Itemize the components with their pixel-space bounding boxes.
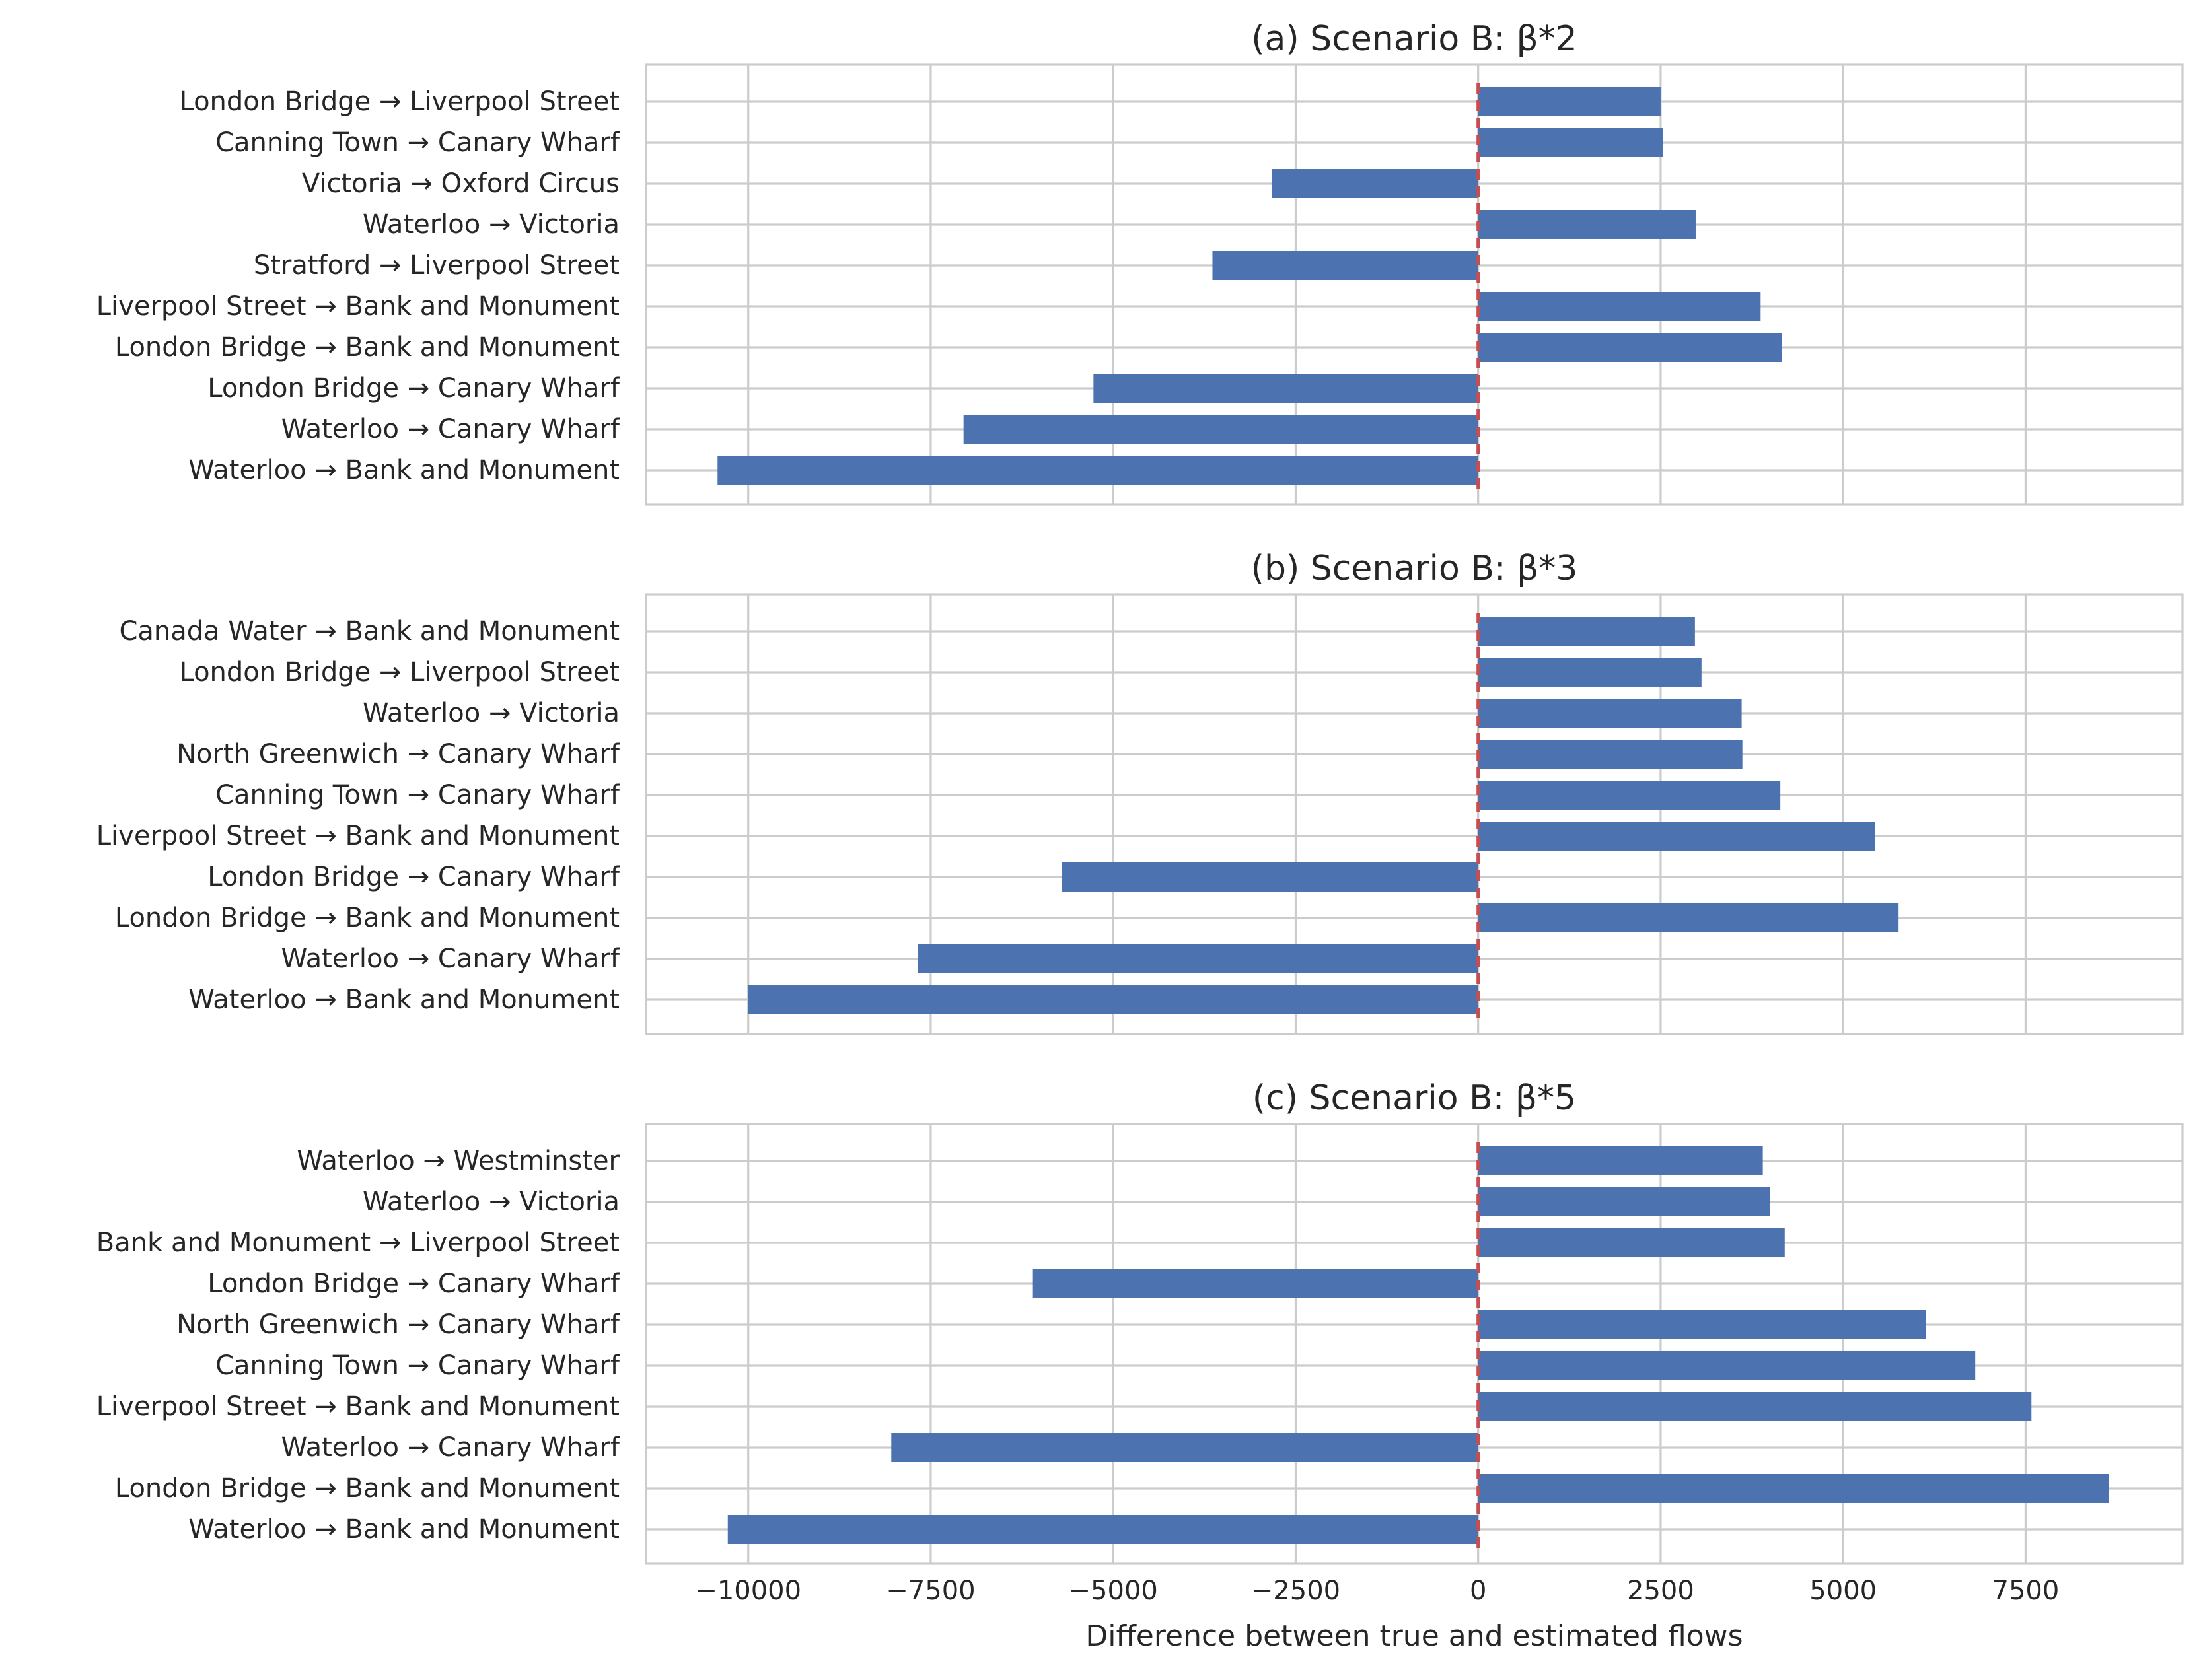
y-tick-label: London Bridge → Bank and Monument — [115, 903, 620, 933]
x-tick-label: −10000 — [695, 1576, 801, 1606]
chart-title: (c) Scenario B: β*5 — [1252, 1078, 1576, 1118]
bar — [1478, 1310, 1926, 1339]
y-tick-label: Victoria → Oxford Circus — [302, 168, 620, 199]
x-tick-label: −7500 — [886, 1576, 975, 1606]
y-tick-label: London Bridge → Liverpool Street — [179, 657, 620, 687]
bar — [1478, 1474, 2109, 1503]
bar — [918, 944, 1478, 973]
chart-title: (a) Scenario B: β*2 — [1251, 19, 1577, 59]
y-tick-label: Canning Town → Canary Wharf — [215, 1350, 620, 1381]
y-tick-label: Waterloo → Canary Wharf — [281, 944, 620, 974]
plot-frame — [645, 1123, 2184, 1565]
y-tick-label: London Bridge → Canary Wharf — [207, 373, 620, 403]
x-tick-label: 2500 — [1627, 1576, 1694, 1606]
bar — [1478, 1187, 1770, 1216]
bar — [1212, 251, 1478, 280]
x-tick-label: −5000 — [1069, 1576, 1158, 1606]
bar — [1062, 862, 1478, 892]
y-tick-label: Canada Water → Bank and Monument — [119, 616, 620, 647]
bar — [1478, 210, 1696, 239]
y-tick-label: London Bridge → Bank and Monument — [115, 1473, 620, 1504]
bar — [748, 985, 1478, 1014]
bar — [963, 415, 1478, 444]
y-tick-label: Waterloo → Bank and Monument — [188, 985, 620, 1015]
x-tick-label: 0 — [1470, 1576, 1486, 1606]
y-tick-label: Waterloo → Bank and Monument — [188, 1514, 620, 1545]
bar — [717, 456, 1478, 485]
bar — [1478, 781, 1781, 810]
bar — [1478, 740, 1743, 769]
bar — [1478, 1392, 2032, 1421]
bar — [1478, 1146, 1763, 1175]
y-tick-label: Waterloo → Victoria — [363, 698, 620, 728]
y-tick-label: Liverpool Street → Bank and Monument — [96, 1391, 620, 1422]
chart-title: (b) Scenario B: β*3 — [1251, 549, 1578, 588]
y-tick-label: London Bridge → Canary Wharf — [207, 1269, 620, 1299]
y-tick-label: Stratford → Liverpool Street — [254, 250, 620, 281]
y-tick-label: Liverpool Street → Bank and Monument — [96, 821, 620, 851]
y-tick-label: North Greenwich → Canary Wharf — [176, 1310, 620, 1340]
bar — [1478, 333, 1782, 362]
y-tick-label: London Bridge → Canary Wharf — [207, 862, 620, 892]
y-tick-label: Waterloo → Victoria — [363, 209, 620, 240]
y-tick-label: Waterloo → Canary Wharf — [281, 1432, 620, 1463]
bar — [1032, 1269, 1478, 1298]
x-tick-label: 7500 — [1992, 1576, 2060, 1606]
bar — [1478, 1228, 1785, 1257]
y-tick-label: London Bridge → Liverpool Street — [179, 87, 620, 117]
panel-a: London Bridge → Liverpool Street Canning … — [96, 19, 2184, 506]
x-tick-label: 5000 — [1809, 1576, 1877, 1606]
bar — [1478, 128, 1663, 157]
bar — [1478, 617, 1695, 646]
y-tick-label: Canning Town → Canary Wharf — [215, 780, 620, 810]
y-tick-label: Waterloo → Canary Wharf — [281, 414, 620, 444]
plot-frame — [645, 63, 2184, 506]
bar — [891, 1433, 1478, 1462]
y-tick-label: North Greenwich → Canary Wharf — [176, 739, 620, 769]
panel-c: Waterloo → Westminster Waterloo → Victori… — [96, 1078, 2184, 1653]
bar — [1478, 292, 1761, 321]
y-tick-label: Waterloo → Bank and Monument — [188, 455, 620, 485]
y-tick-label: Liverpool Street → Bank and Monument — [96, 291, 620, 322]
bar — [1093, 374, 1478, 403]
bar — [1478, 903, 1899, 932]
bar — [1478, 822, 1875, 851]
bar — [1478, 87, 1661, 116]
y-tick-label: Canning Town → Canary Wharf — [215, 127, 620, 158]
bar — [727, 1515, 1478, 1544]
y-tick-label: Bank and Monument → Liverpool Street — [96, 1228, 620, 1258]
bar — [1478, 658, 1702, 687]
bar — [1478, 1351, 1976, 1380]
panel-b: Canada Water → Bank and Monument London B… — [96, 549, 2184, 1035]
bar — [1271, 169, 1478, 198]
y-tick-label: London Bridge → Bank and Monument — [115, 332, 620, 363]
x-axis-label: Difference between true and estimated fl… — [1085, 1619, 1743, 1653]
y-tick-label: Waterloo → Victoria — [363, 1187, 620, 1217]
x-tick-label: −2500 — [1251, 1576, 1340, 1606]
bar — [1478, 699, 1742, 728]
y-tick-label: Waterloo → Westminster — [297, 1146, 620, 1176]
plot-frame — [645, 593, 2184, 1035]
